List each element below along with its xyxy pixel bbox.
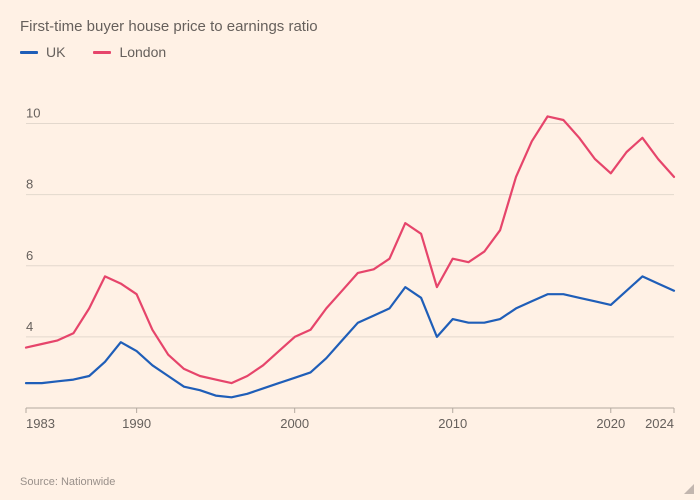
legend-item-london: London	[93, 44, 166, 60]
svg-text:4: 4	[26, 319, 33, 334]
plot-area: 4 6 8 10 1983 1990 2000 2010 2020 2024	[20, 78, 680, 438]
legend-item-uk: UK	[20, 44, 65, 60]
svg-text:1990: 1990	[122, 416, 151, 431]
svg-text:6: 6	[26, 248, 33, 263]
resize-corner-icon	[684, 484, 694, 494]
source-text: Source: Nationwide	[20, 476, 115, 488]
legend-label-london: London	[119, 44, 166, 60]
legend: UK London	[20, 44, 166, 60]
svg-text:2000: 2000	[280, 416, 309, 431]
svg-text:2010: 2010	[438, 416, 467, 431]
svg-text:2020: 2020	[596, 416, 625, 431]
chart-subtitle: First-time buyer house price to earnings…	[20, 18, 318, 35]
legend-swatch-uk	[20, 51, 38, 54]
chart-svg: 4 6 8 10 1983 1990 2000 2010 2020 2024	[20, 78, 680, 438]
legend-swatch-london	[93, 51, 111, 54]
chart-container: First-time buyer house price to earnings…	[0, 0, 700, 500]
svg-text:2024: 2024	[645, 416, 674, 431]
legend-label-uk: UK	[46, 44, 65, 60]
svg-text:8: 8	[26, 177, 33, 192]
svg-text:10: 10	[26, 106, 40, 121]
svg-text:1983: 1983	[26, 416, 55, 431]
